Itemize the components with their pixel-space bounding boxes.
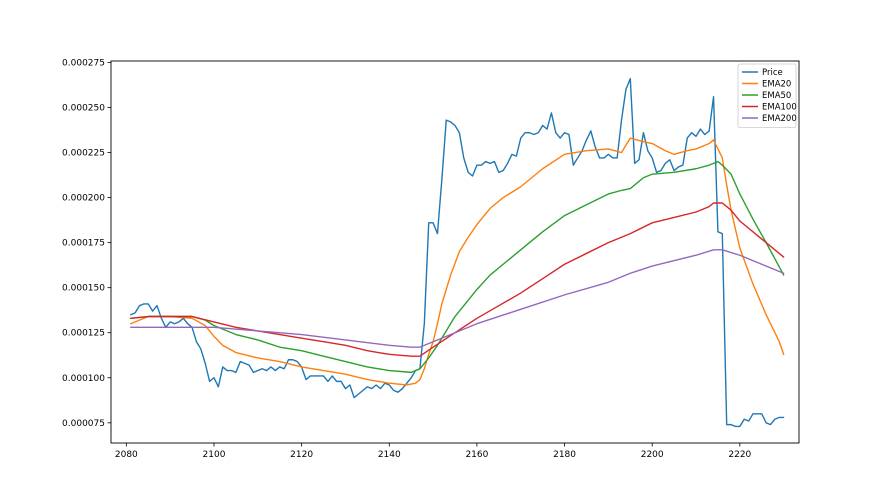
series-line-ema200 — [130, 249, 785, 348]
x-tick-label: 2080 — [115, 450, 138, 460]
legend-label-price: Price — [762, 68, 783, 78]
legend-label-ema100: EMA100 — [762, 103, 797, 113]
y-tick-label: 0.000150 — [62, 284, 105, 294]
x-tick-label: 2220 — [728, 450, 751, 460]
x-tick-label: 2120 — [290, 450, 313, 460]
legend-label-ema20: EMA20 — [762, 80, 791, 90]
series-layer — [130, 77, 785, 428]
y-tick-label: 0.000275 — [62, 58, 105, 68]
y-tick-label: 0.000125 — [62, 329, 105, 339]
y-tick-label: 0.000175 — [62, 239, 105, 249]
legend-label-ema200: EMA200 — [762, 114, 797, 124]
plot-frame — [110, 60, 800, 444]
y-tick-label: 0.000250 — [62, 103, 105, 113]
series-line-price — [130, 77, 785, 428]
y-tick-label: 0.000100 — [62, 374, 105, 384]
y-tick-label: 0.000075 — [62, 419, 105, 429]
legend-label-ema50: EMA50 — [762, 91, 791, 101]
series-line-ema20 — [130, 137, 785, 386]
x-tick-label: 2100 — [203, 450, 226, 460]
y-tick-label: 0.000225 — [62, 149, 105, 159]
y-axis: 0.000075 0.000100 0.000125 0.000150 0.000175… — [62, 58, 111, 429]
x-tick-label: 2200 — [641, 450, 664, 460]
series-line-ema50 — [130, 160, 785, 374]
y-tick-label: 0.000200 — [62, 194, 105, 204]
x-tick-label: 2160 — [465, 450, 488, 460]
x-tick-label: 2180 — [553, 450, 576, 460]
x-tick-label: 2140 — [378, 450, 401, 460]
legend-box — [737, 63, 797, 128]
x-axis: 2080 2100 2120 2140 2160 2180 2200 2220 — [115, 443, 752, 460]
